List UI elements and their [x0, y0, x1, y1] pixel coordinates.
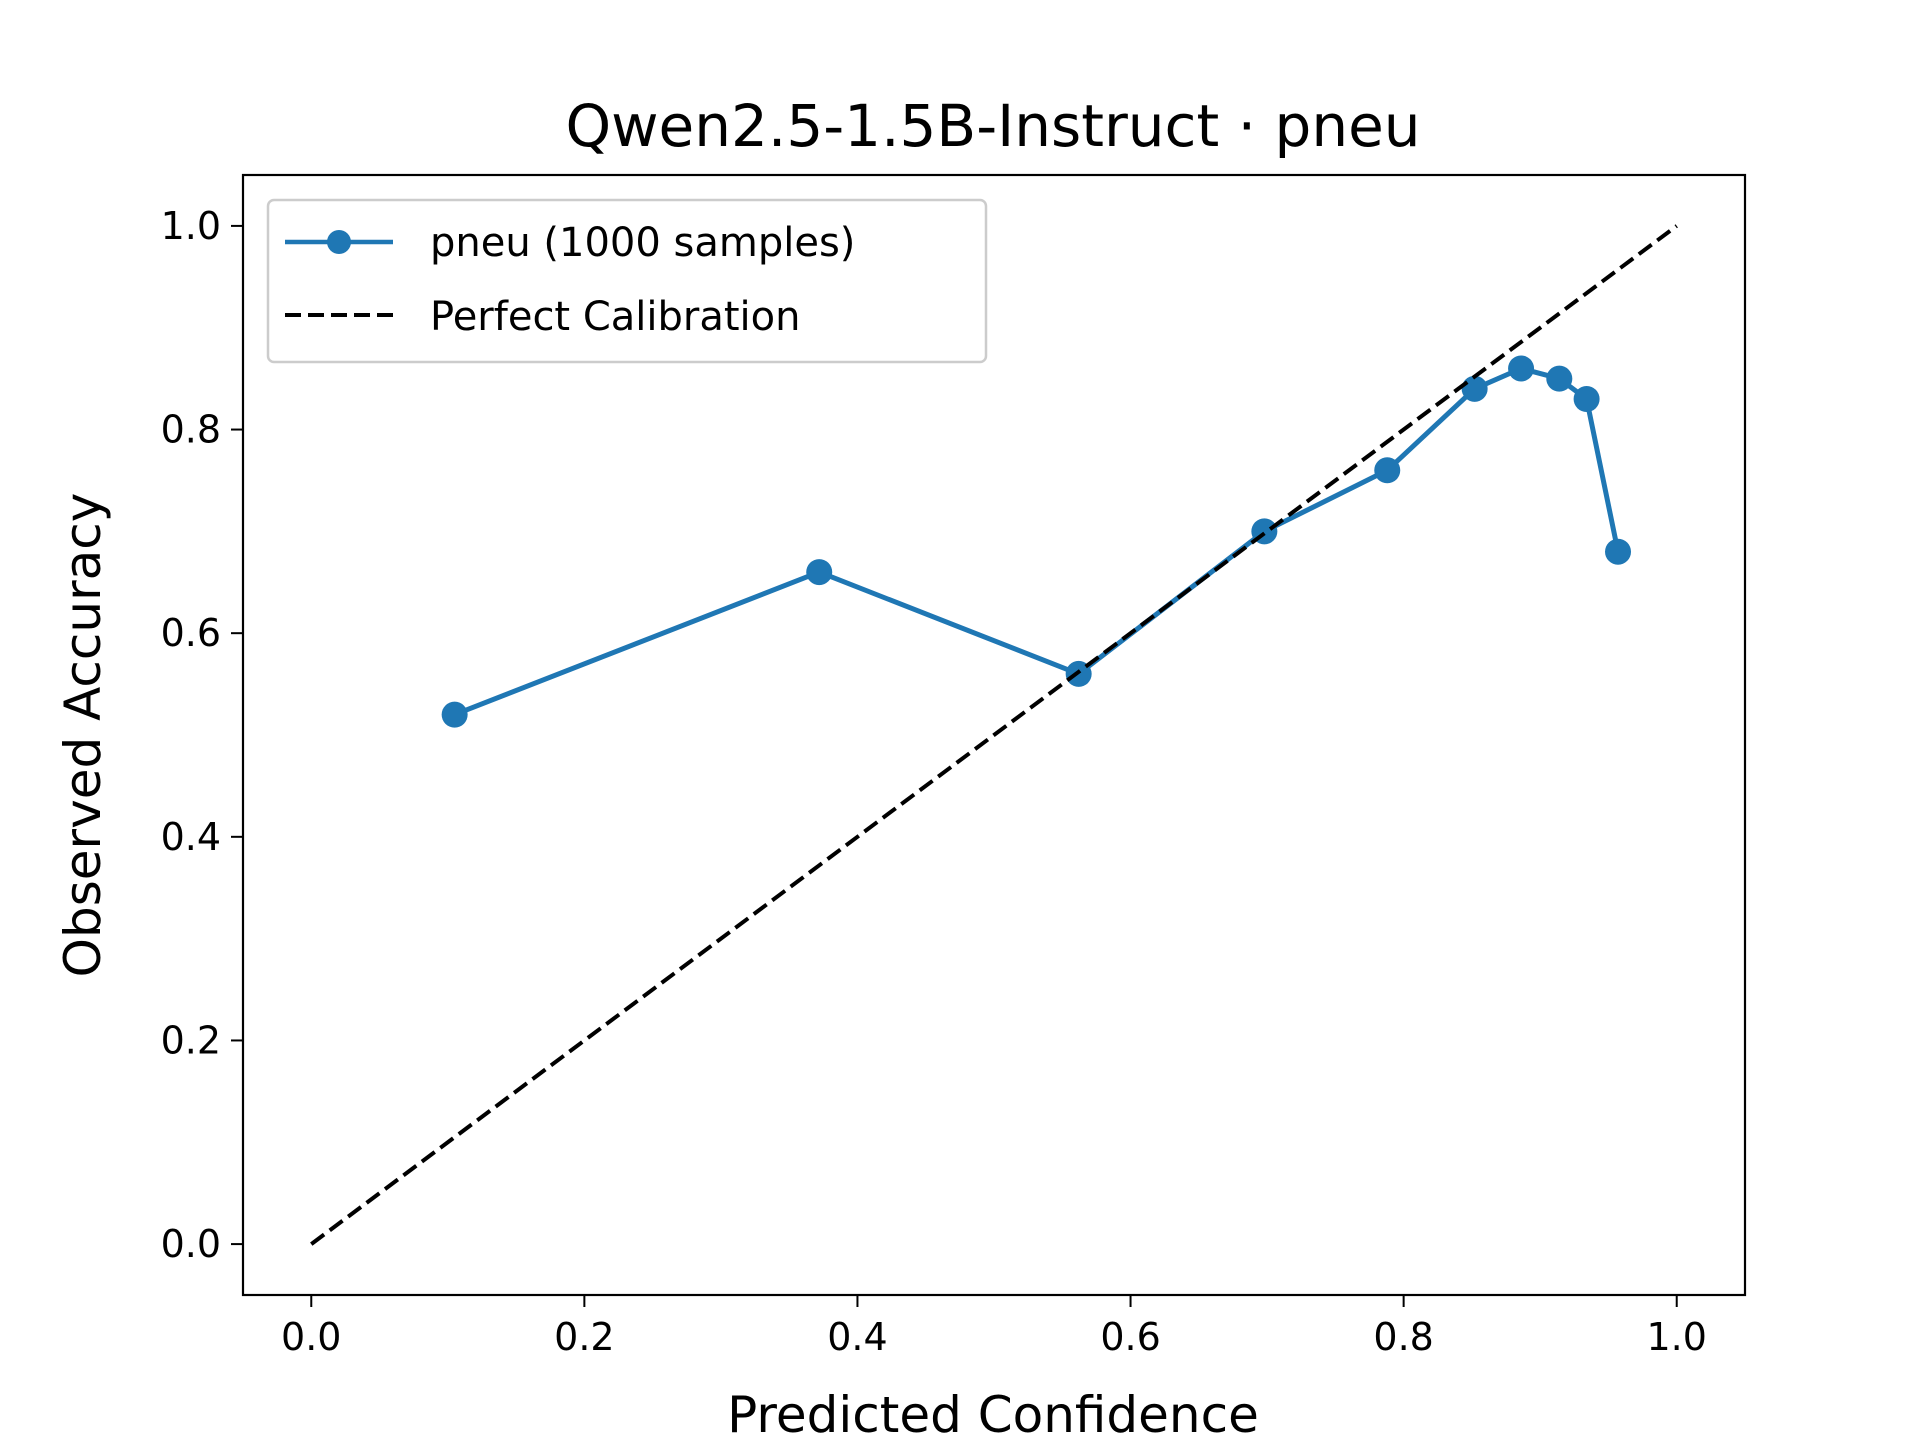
series-line-pneu	[453, 366, 1621, 717]
y-tick-label: 0.8	[161, 408, 221, 452]
x-axis-ticks: 0.0 0.2 0.4 0.6 0.8 1.0	[281, 1295, 1707, 1359]
plot-frame	[241, 173, 1747, 1297]
y-tick-label: 1.0	[161, 204, 221, 248]
y-tick-label: 0.2	[161, 1018, 221, 1062]
data-point	[1573, 386, 1600, 412]
plot-area	[310, 224, 1678, 1246]
x-axis-label: Predicted Confidence	[727, 1386, 1259, 1440]
x-tick-label: 1.0	[1647, 1315, 1707, 1359]
perfect-calibration-line	[310, 224, 1678, 1246]
data-point	[1374, 457, 1401, 484]
data-point	[1508, 355, 1535, 382]
data-point	[1605, 538, 1632, 565]
y-tick-label: 0.6	[161, 611, 221, 655]
y-tick-label: 0.4	[161, 815, 221, 859]
data-point	[1546, 365, 1573, 392]
data-point	[441, 701, 468, 728]
data-point	[806, 559, 833, 586]
x-tick-label: 0.4	[827, 1315, 887, 1359]
chart-title: Qwen2.5-1.5B-Instruct · pneu	[565, 92, 1420, 160]
x-tick-label: 0.2	[554, 1315, 614, 1359]
y-axis-label: Observed Accuracy	[54, 493, 112, 978]
x-tick-label: 0.8	[1373, 1315, 1433, 1359]
y-axis-ticks: 0.0 0.2 0.4 0.6 0.8 1.0	[161, 204, 243, 1266]
legend: pneu (1000 samples) Perfect Calibration	[266, 198, 988, 364]
legend-marker-series	[327, 230, 351, 254]
legend-label-series: pneu (1000 samples)	[430, 220, 855, 266]
legend-box	[266, 198, 988, 364]
x-tick-label: 0.6	[1100, 1315, 1160, 1359]
y-tick-label: 0.0	[161, 1222, 221, 1266]
data-point	[1461, 375, 1488, 402]
x-tick-label: 0.0	[281, 1315, 341, 1359]
legend-label-perfect: Perfect Calibration	[430, 294, 800, 340]
